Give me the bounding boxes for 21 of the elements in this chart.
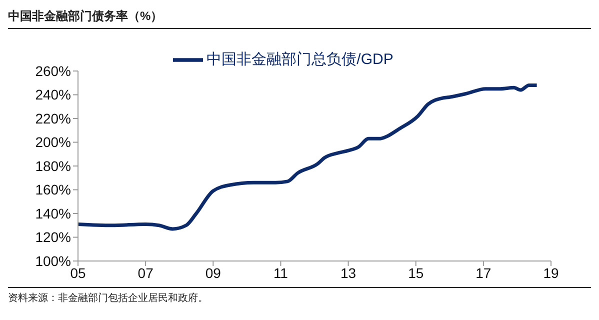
y-tick-label: 180% [35,158,71,174]
x-tick-label: 19 [543,264,559,281]
chart-title: 中国非金融部门债务率（%） [8,8,591,29]
x-tick-label: 05 [70,264,86,281]
y-tick-label: 200% [35,134,71,150]
y-tick-label: 160% [35,182,71,198]
y-tick-label: 260% [35,62,71,79]
y-tick-label: 220% [35,110,71,126]
text: 资料来源：非金融部门包括企业居民和政府。 [8,287,591,305]
legend-label: 中国非金融部门总负债/GDP [206,50,394,68]
x-tick-label: 07 [138,264,154,281]
line-series [78,84,539,231]
y-tick-label: 120% [35,229,71,246]
x-tick-label: 17 [476,264,492,281]
x-tick-label: 13 [340,264,356,281]
y-tick-label: 140% [35,205,71,222]
x-tick-label: 11 [273,264,288,281]
y-tick-label: 240% [35,86,71,103]
x-tick-label: 15 [408,264,424,281]
y-tick-label: 100% [35,252,71,269]
x-tick-label: 09 [205,264,222,281]
